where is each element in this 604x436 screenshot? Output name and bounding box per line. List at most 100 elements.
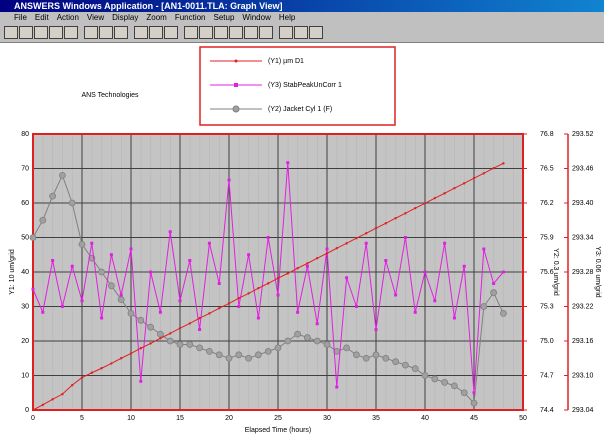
point (355, 236, 358, 240)
point (335, 385, 339, 389)
plot-border (32, 133, 524, 411)
menu-item[interactable]: Function (174, 13, 206, 22)
y-tick-label: 70 (21, 165, 29, 172)
point (352, 351, 360, 359)
point (294, 330, 302, 338)
point (267, 282, 270, 285)
point (264, 347, 272, 355)
toolbar-button[interactable] (49, 26, 63, 39)
x-tick-label: 30 (323, 415, 331, 422)
point (109, 253, 113, 257)
point (41, 310, 45, 314)
menu-item[interactable]: Window (242, 13, 271, 22)
point (335, 246, 338, 250)
point (31, 287, 35, 291)
toolbar-button[interactable] (19, 26, 33, 39)
point (237, 305, 241, 308)
point (149, 270, 153, 274)
point (411, 365, 419, 373)
point (31, 408, 35, 412)
point (39, 216, 47, 224)
point (196, 344, 204, 352)
menu-item[interactable]: File (14, 13, 27, 22)
y3-tick-label: 293.34 (572, 234, 594, 241)
point (218, 307, 221, 310)
point (315, 322, 319, 326)
y2-tick-label: 75.3 (540, 303, 554, 310)
toolbar-button[interactable] (309, 26, 323, 39)
point (345, 276, 349, 280)
point (257, 287, 260, 290)
toolbar-button[interactable] (4, 26, 18, 39)
point (98, 268, 105, 276)
toolbar-button[interactable] (149, 26, 163, 39)
toolbar-button[interactable] (214, 26, 228, 39)
point (492, 282, 496, 285)
point (247, 253, 251, 257)
point (100, 367, 103, 370)
point (166, 337, 174, 345)
point (354, 305, 358, 308)
y-tick-label: 50 (21, 234, 29, 241)
point (147, 323, 155, 331)
y3-tick-label: 293.52 (572, 131, 594, 138)
menu-item[interactable]: Display (112, 13, 139, 22)
y-tick-label: 60 (21, 200, 29, 207)
x-tick-label: 50 (519, 415, 527, 422)
toolbar-button[interactable] (64, 26, 78, 39)
toolbar-button[interactable] (294, 26, 308, 39)
point (394, 216, 397, 220)
menu-item[interactable]: Zoom (146, 13, 167, 22)
point (365, 232, 368, 235)
y3-tick-label: 293.28 (572, 269, 594, 276)
toolbar-button[interactable] (259, 26, 273, 39)
menu-bar: File Edit Action View Display Zoom Function Set… (0, 12, 604, 24)
point (443, 192, 446, 195)
chart: ANS Technologies 0 5 10 15 20 25 30 35 40 45 50 0 10… (9, 46, 601, 434)
point (61, 392, 64, 396)
point (254, 351, 262, 359)
menu-item[interactable]: View (86, 13, 105, 22)
point (372, 351, 380, 359)
toolbar-button[interactable] (199, 26, 213, 39)
x-tick-label: 40 (421, 415, 429, 422)
toolbar-button[interactable] (164, 26, 178, 39)
legend-label: (Y1) µm D1 (268, 58, 304, 65)
toolbar (0, 24, 604, 43)
toolbar-button[interactable] (114, 26, 128, 39)
toolbar-button[interactable] (34, 26, 48, 39)
point (325, 252, 329, 255)
menu-item[interactable]: Edit (34, 13, 49, 22)
point (421, 372, 429, 379)
point (60, 305, 64, 308)
toolbar-button[interactable] (84, 26, 98, 39)
menu-item[interactable]: Setup (213, 13, 235, 22)
point (169, 332, 172, 335)
point (256, 316, 260, 320)
point (129, 352, 133, 355)
point (413, 310, 417, 314)
point (414, 206, 417, 210)
toolbar-button[interactable] (134, 26, 148, 39)
point (306, 262, 309, 265)
toolbar-button[interactable] (244, 26, 258, 39)
point (129, 247, 133, 251)
point (453, 186, 456, 190)
toolbar-button[interactable] (184, 26, 198, 39)
point (462, 264, 466, 268)
y3-tick-label: 293.04 (572, 407, 594, 414)
point (78, 240, 86, 248)
point (305, 264, 309, 268)
y2-tick-label: 75.0 (540, 338, 554, 345)
menu-item[interactable]: Action (56, 13, 79, 22)
x-tick-label: 20 (225, 415, 233, 422)
point (198, 328, 202, 331)
toolbar-button[interactable] (99, 26, 113, 39)
point (117, 296, 125, 304)
menu-item[interactable]: Help (278, 13, 296, 22)
y3-tick-label: 293.16 (572, 338, 594, 345)
toolbar-button[interactable] (279, 26, 293, 39)
point (460, 389, 468, 397)
point (49, 192, 56, 200)
toolbar-button[interactable] (229, 26, 243, 39)
